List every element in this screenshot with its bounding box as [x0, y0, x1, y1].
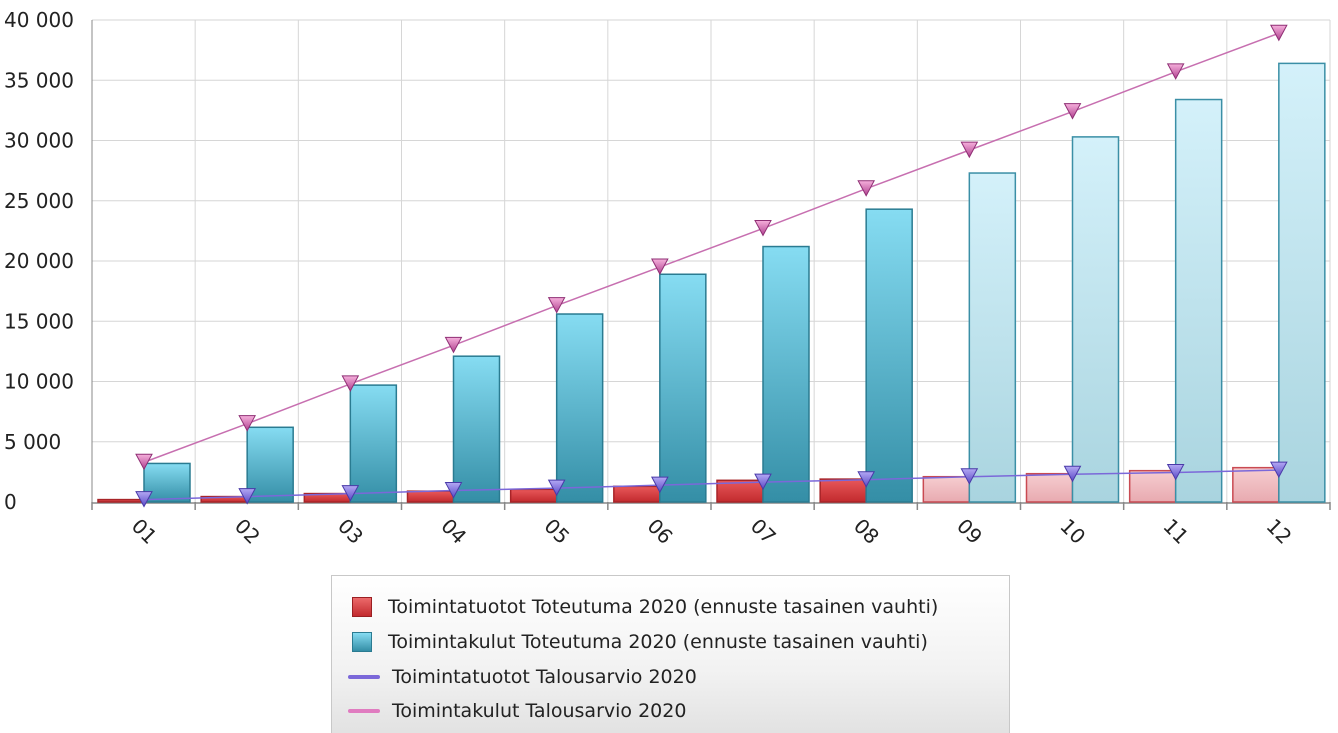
bar-toimintakulut [762, 245, 810, 503]
marker-toimintakulut-talousarvio [341, 375, 360, 392]
bar-toimintakulut [246, 426, 294, 503]
marker-toimintakulut-talousarvio [547, 297, 566, 314]
legend-label: Toimintatuotot Talousarvio 2020 [392, 666, 697, 688]
marker-toimintakulut-talousarvio [650, 258, 669, 276]
marker-toimintatuotot-talousarvio [341, 485, 360, 502]
y-tick-label: 0 [4, 490, 17, 514]
marker-toimintatuotot-talousarvio [547, 479, 566, 497]
marker-toimintatuotot-talousarvio [650, 476, 669, 494]
marker-toimintatuotot-talousarvio [135, 491, 153, 508]
bar-toimintakulut [555, 313, 604, 503]
x-tick-label: 05 [539, 514, 574, 549]
grid-lines [91, 19, 1331, 502]
y-tick-label: 10 000 [4, 370, 74, 394]
marker-toimintakulut-talousarvio [754, 219, 772, 237]
y-tick-label: 5 000 [4, 430, 61, 454]
legend-swatch-purple-line [348, 675, 380, 679]
legend-label: Toimintakulut Toteutuma 2020 (ennuste ta… [388, 631, 928, 653]
marker-toimintatuotot-talousarvio [1269, 461, 1288, 479]
legend-swatch-red [352, 597, 372, 617]
legend-item-tuotot-talousarvio: Toimintatuotot Talousarvio 2020 [348, 662, 697, 692]
bar-toimintatuotot [509, 488, 558, 503]
x-tick-label: 12 [1262, 514, 1297, 549]
bar-toimintakulut [659, 273, 707, 503]
line-toimintatuotot-talousarvio [143, 469, 1279, 501]
x-tick-label: 03 [333, 514, 368, 549]
x-tick-label: 07 [746, 514, 781, 549]
y-tick-label: 20 000 [4, 249, 74, 273]
marker-toimintatuotot-talousarvio [857, 471, 876, 488]
chart-area: 0 5 000 10 000 15 000 20 000 25 000 30 000 35 0… [4, 8, 1331, 549]
marker-toimintatuotot-talousarvio [960, 468, 979, 485]
legend-item-kulut-talousarvio: Toimintakulut Talousarvio 2020 [348, 696, 686, 726]
bar-toimintakulut [1174, 98, 1223, 503]
legend: Toimintatuotot Toteutuma 2020 (ennuste t… [331, 575, 1010, 733]
marker-toimintatuotot-talousarvio [1166, 463, 1185, 481]
x-tick-label: 02 [230, 514, 265, 549]
marker-toimintatuotot-talousarvio [238, 488, 257, 505]
bar-toimintakulut [452, 355, 501, 503]
legend-item-tuotot-toteutuma: Toimintatuotot Toteutuma 2020 (ennuste t… [348, 592, 938, 622]
x-tick-label: 01 [127, 514, 162, 549]
bar-toimintatuotot [1128, 469, 1177, 503]
x-tick-label: 09 [952, 514, 987, 549]
bar-toimintatuotot [613, 485, 661, 503]
x-tick-label: 08 [849, 514, 884, 549]
lines [135, 24, 1288, 508]
bar-toimintatuotot [97, 498, 145, 503]
x-tick-label: 04 [436, 514, 471, 549]
marker-toimintakulut-talousarvio [1166, 63, 1185, 80]
marker-toimintakulut-talousarvio [135, 453, 153, 471]
marker-toimintatuotot-talousarvio [444, 482, 463, 499]
bar-toimintakulut [143, 462, 191, 503]
x-tick-label: 11 [1158, 514, 1193, 549]
bar-toimintatuotot [406, 490, 455, 503]
y-tick-label: 25 000 [4, 189, 74, 213]
bar-toimintatuotot [1025, 472, 1074, 503]
legend-label: Toimintatuotot Toteutuma 2020 (ennuste t… [388, 596, 939, 618]
bar-toimintakulut [865, 208, 913, 503]
bar-toimintatuotot [819, 478, 867, 503]
bars [97, 62, 1326, 503]
x-tick-label: 06 [643, 514, 678, 549]
legend-label: Toimintakulut Talousarvio 2020 [392, 700, 687, 722]
marker-toimintakulut-talousarvio [444, 336, 463, 354]
marker-toimintatuotot-talousarvio [754, 473, 772, 491]
legend-swatch-blue [352, 632, 372, 652]
marker-toimintatuotot-talousarvio [1063, 465, 1082, 483]
y-tick-label: 30 000 [4, 129, 74, 153]
legend-item-kulut-toteutuma: Toimintakulut Toteutuma 2020 (ennuste ta… [348, 627, 928, 657]
marker-toimintakulut-talousarvio [960, 141, 979, 159]
bar-toimintakulut [1071, 136, 1120, 503]
y-tick-label: 15 000 [4, 309, 74, 333]
bar-toimintatuotot [1232, 466, 1280, 503]
x-tick-label: 10 [1055, 514, 1090, 549]
bar-toimintakulut [349, 384, 398, 503]
marker-toimintakulut-talousarvio [238, 415, 257, 432]
bar-toimintakulut [968, 172, 1017, 503]
legend-swatch-pink-line [348, 709, 380, 713]
marker-toimintakulut-talousarvio [1269, 24, 1288, 42]
y-tick-label: 40 000 [4, 8, 74, 32]
bar-toimintatuotot [922, 475, 971, 503]
line-toimintakulut-talousarvio [143, 32, 1280, 463]
bar-toimintakulut [1278, 62, 1326, 503]
y-tick-label: 35 000 [4, 68, 74, 92]
marker-toimintakulut-talousarvio [857, 180, 876, 197]
marker-toimintakulut-talousarvio [1063, 103, 1082, 120]
